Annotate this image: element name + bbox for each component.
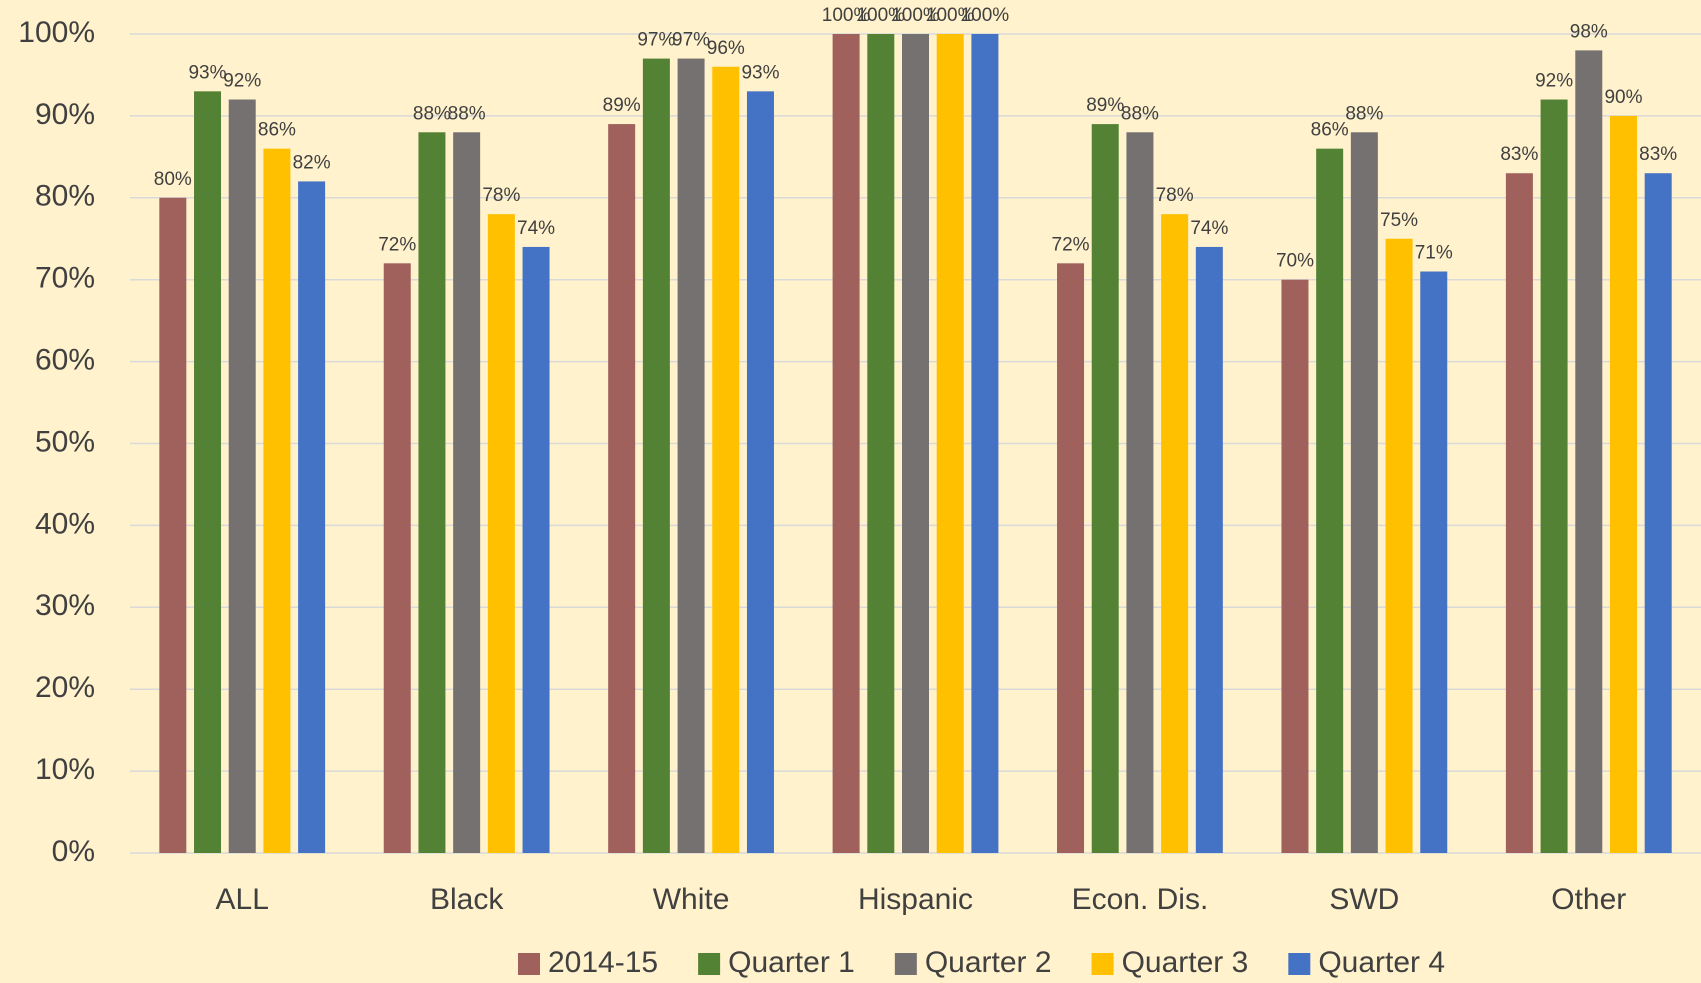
data-label: 100% [926, 5, 975, 26]
data-label: 71% [1415, 243, 1453, 264]
data-label: 72% [378, 234, 416, 255]
data-label: 100% [961, 5, 1010, 26]
bar [1350, 132, 1378, 853]
legend-label: 2014-15 [548, 946, 658, 979]
legend-swatch [1091, 953, 1114, 975]
bar [298, 181, 326, 854]
bar [1316, 148, 1344, 853]
bar [1575, 50, 1603, 853]
data-label: 83% [1500, 144, 1538, 165]
data-label: 96% [707, 38, 745, 59]
bar [712, 66, 740, 853]
bar [746, 91, 774, 853]
bar [1195, 246, 1223, 853]
data-label: 86% [258, 120, 296, 141]
data-label: 88% [1121, 103, 1159, 124]
bar [487, 214, 515, 853]
data-label: 83% [1639, 144, 1677, 165]
bar [1609, 115, 1637, 853]
x-tick-label: SWD [1329, 883, 1399, 916]
data-label: 97% [637, 30, 675, 51]
bar [1091, 124, 1119, 854]
bar [1540, 99, 1568, 853]
data-label: 93% [741, 62, 779, 83]
data-label: 93% [188, 62, 226, 83]
data-label: 80% [154, 169, 192, 190]
bar [902, 34, 929, 853]
bar [383, 263, 411, 853]
data-label: 74% [517, 218, 555, 239]
y-tick-label: 70% [35, 262, 95, 295]
y-tick-label: 20% [35, 671, 95, 704]
data-label: 82% [293, 152, 331, 173]
y-tick-label: 40% [35, 507, 95, 540]
data-label: 88% [448, 103, 486, 124]
x-tick-label: Hispanic [858, 883, 973, 916]
legend-swatch [894, 953, 917, 975]
bar [1644, 173, 1672, 854]
x-tick-label: White [653, 883, 730, 916]
legend-swatch [698, 953, 721, 975]
bar [1161, 214, 1189, 853]
y-tick-label: 50% [35, 425, 95, 458]
data-label: 100% [822, 5, 871, 26]
legend-label: Quarter 1 [728, 946, 855, 979]
bar [453, 132, 481, 853]
bar [522, 246, 550, 853]
bar [677, 58, 705, 853]
legend-label: Quarter 4 [1318, 946, 1445, 979]
data-label: 90% [1604, 87, 1642, 108]
bar [159, 197, 187, 854]
data-label: 92% [223, 71, 261, 92]
x-tick-label: Black [430, 883, 504, 916]
data-label: 78% [482, 185, 520, 206]
data-label: 88% [413, 103, 451, 124]
bar [418, 132, 446, 853]
data-label: 74% [1190, 218, 1228, 239]
bar [263, 148, 291, 853]
x-tick-label: ALL [216, 883, 269, 916]
bar [1420, 271, 1448, 853]
data-label: 89% [1086, 95, 1124, 116]
y-tick-label: 60% [35, 344, 95, 377]
bar [971, 34, 999, 853]
bar [936, 34, 964, 853]
bar [1281, 279, 1309, 853]
x-tick-label: Econ. Dis. [1072, 883, 1209, 916]
y-tick-label: 100% [18, 16, 95, 49]
y-tick-label: 80% [35, 180, 95, 213]
bar [1385, 238, 1413, 853]
legend-label: Quarter 3 [1122, 946, 1249, 979]
bar [832, 34, 860, 853]
bar [194, 91, 222, 853]
bar [1505, 173, 1533, 854]
x-tick-label: Other [1551, 883, 1626, 916]
data-label: 72% [1052, 234, 1090, 255]
data-label: 97% [672, 30, 710, 51]
data-label: 92% [1535, 71, 1573, 92]
bar [1057, 263, 1085, 853]
legend-swatch [1288, 953, 1311, 975]
y-tick-label: 90% [35, 98, 95, 131]
data-label: 78% [1156, 185, 1194, 206]
bar [642, 58, 670, 853]
bar [1126, 132, 1154, 853]
bar [608, 124, 636, 854]
y-tick-label: 30% [35, 589, 95, 622]
data-label: 88% [1345, 103, 1383, 124]
legend-label: Quarter 2 [925, 946, 1052, 979]
y-tick-label: 10% [35, 753, 95, 786]
legend-swatch [518, 953, 540, 975]
data-label: 89% [603, 95, 641, 116]
data-label: 98% [1570, 21, 1608, 42]
data-label: 75% [1380, 210, 1418, 231]
data-label: 100% [856, 5, 905, 26]
bar [867, 34, 895, 853]
bar [228, 99, 256, 853]
data-label: 86% [1311, 120, 1349, 141]
y-tick-label: 0% [52, 835, 95, 868]
data-label: 70% [1276, 251, 1314, 272]
data-label: 100% [891, 5, 940, 26]
